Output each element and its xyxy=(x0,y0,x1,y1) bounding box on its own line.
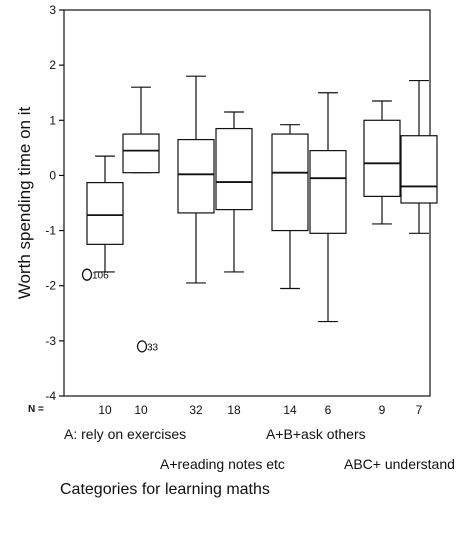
category-labels: A: rely on exercises A+reading notes etc A… xyxy=(64,426,455,472)
outlier-2: 33 xyxy=(136,340,159,353)
y-tick-label: 1 xyxy=(49,113,56,127)
box-3 xyxy=(177,75,215,284)
box-2 xyxy=(122,86,160,174)
n-count: 18 xyxy=(227,403,241,417)
y-axis-label: Worth spending time on it xyxy=(15,107,34,300)
n-count: 10 xyxy=(134,403,148,417)
y-tick-label: -2 xyxy=(45,279,56,293)
y-tick-label: 2 xyxy=(49,58,56,72)
n-count: 9 xyxy=(379,403,386,417)
box-7 xyxy=(363,100,401,225)
box-iqr xyxy=(215,127,253,211)
outlier-label: 33 xyxy=(147,342,159,353)
box-4 xyxy=(215,111,253,273)
n-count: 32 xyxy=(189,403,203,417)
box-8 xyxy=(400,79,438,234)
category-label: ABC+ understand xyxy=(344,456,455,472)
y-axis: -4 -3 -2 -1 0 1 2 3 xyxy=(45,3,64,403)
box-iqr xyxy=(86,181,124,245)
box-series: 106 33 xyxy=(81,75,438,353)
box-iqr xyxy=(271,133,309,232)
box-iqr xyxy=(309,150,347,234)
box-iqr xyxy=(122,133,160,174)
outlier-1: 106 xyxy=(81,268,109,282)
n-count: 7 xyxy=(416,403,423,417)
y-tick-label: -1 xyxy=(45,224,56,238)
category-label: A+B+ask others xyxy=(266,426,366,442)
n-prefix: N = xyxy=(28,404,44,415)
y-tick-label: 0 xyxy=(49,168,56,182)
outlier-marker xyxy=(81,268,93,281)
n-count: 10 xyxy=(98,403,112,417)
n-count: 14 xyxy=(283,403,297,417)
box-1 xyxy=(86,155,124,273)
x-axis-label: Categories for learning maths xyxy=(60,481,270,498)
box-6 xyxy=(309,92,347,323)
n-counts: N = 10 10 32 18 14 6 9 7 xyxy=(28,403,423,417)
box-iqr xyxy=(400,135,438,204)
n-count: 6 xyxy=(325,403,332,417)
box-iqr xyxy=(177,138,215,214)
category-label: A: rely on exercises xyxy=(64,426,186,442)
box-iqr xyxy=(363,119,401,197)
y-tick-label: -3 xyxy=(45,334,56,348)
box-5 xyxy=(271,124,309,290)
y-tick-label: 3 xyxy=(49,3,56,17)
outlier-label: 106 xyxy=(92,271,109,282)
y-tick-label: -4 xyxy=(45,389,56,403)
outlier-marker xyxy=(136,340,148,353)
category-label: A+reading notes etc xyxy=(160,456,285,472)
